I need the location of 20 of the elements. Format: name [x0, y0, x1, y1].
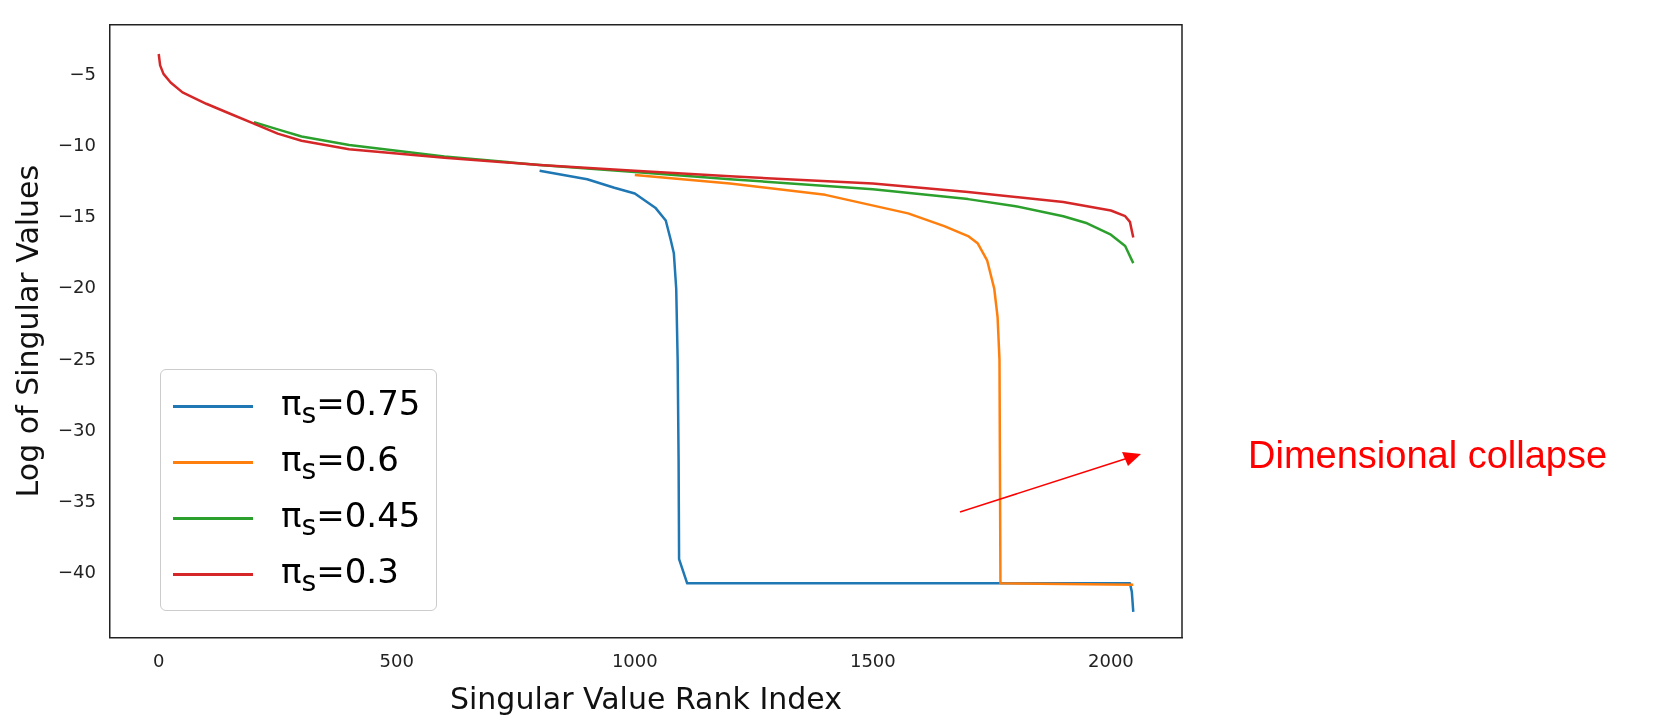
x-tick-label: 1000 [611, 649, 658, 671]
x-tick-label: 0 [152, 649, 165, 671]
text: Dimensional collapse [1248, 434, 1608, 477]
y-tick-label: −20 [57, 276, 96, 298]
x-axis-title: Singular Value Rank Index [449, 680, 843, 716]
x-tick-label: 1500 [849, 649, 896, 671]
x-tick-label: 500 [379, 649, 414, 671]
y-tick-label: −35 [57, 489, 96, 511]
y-tick-label: −40 [57, 561, 96, 583]
legend-label: π$_{s}$=0.75 [281, 382, 421, 430]
x-tick-label: 2000 [1087, 649, 1134, 671]
y-tick-label: −5 [69, 62, 96, 84]
legend-label: π$_{s}$=0.45 [281, 494, 421, 542]
y-tick-label: −25 [57, 347, 96, 369]
legend-label: π$_{s}$=0.6 [281, 438, 399, 486]
legend-label: π$_{s}$=0.3 [281, 550, 399, 598]
y-tick-label: −15 [57, 205, 96, 227]
y-axis-title: Log of Singular Values [9, 164, 45, 498]
y-tick-label: −10 [57, 134, 96, 156]
y-tick-label: −30 [57, 418, 96, 440]
